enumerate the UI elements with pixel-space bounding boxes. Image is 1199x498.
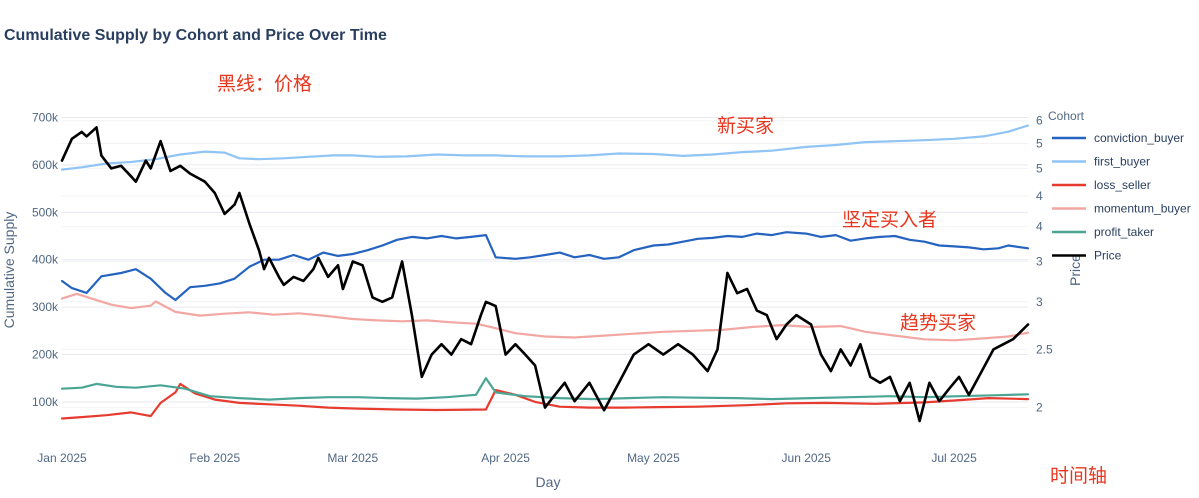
series-line-profit-taker	[60, 377, 1030, 401]
x-tick-label: Jan 2025	[37, 451, 87, 465]
x-axis-title: Day	[536, 474, 561, 490]
y2-tick-label: 4	[1036, 220, 1043, 234]
y-tick-label: 600k	[32, 158, 59, 172]
x-tick-label: Mar 2025	[327, 451, 378, 465]
y-axis-ticks: 100k 200k 300k 400k 500k 600k 700k	[32, 110, 59, 408]
y-tick-label: 200k	[32, 348, 59, 362]
chart-title: Cumulative Supply by Cohort and Price Ov…	[4, 27, 387, 44]
y2-tick-label: 2	[1036, 401, 1043, 415]
annotation-label: 时间轴	[1050, 465, 1107, 487]
y-tick-label: 400k	[32, 253, 59, 267]
legend-label: Price	[1094, 249, 1122, 263]
legend-label: conviction_buyer	[1094, 131, 1184, 145]
series-line-first-buyer	[60, 124, 1030, 171]
y2-tick-label: 4	[1036, 189, 1043, 203]
y2-axis-ticks: 2 2.5 3 3 4 4 5 5 6	[1036, 114, 1053, 415]
legend-label: profit_taker	[1094, 225, 1154, 239]
y2-tick-label: 5	[1036, 161, 1043, 175]
legend-label: first_buyer	[1094, 155, 1150, 169]
annotation-label: 新买家	[717, 115, 774, 137]
x-tick-label: Feb 2025	[189, 451, 240, 465]
series-lines	[60, 124, 1030, 423]
y2-tick-label: 5	[1036, 136, 1043, 150]
y-tick-label: 500k	[32, 205, 59, 219]
legend-label: loss_seller	[1094, 178, 1151, 192]
y2-tick-label: 3	[1036, 254, 1043, 268]
x-axis-ticks: Jan 2025 Feb 2025 Mar 2025 Apr 2025 May 2025…	[37, 451, 977, 465]
grid-lines	[62, 116, 1028, 409]
legend: Cohort conviction_buyer first_buyer loss_s…	[1048, 109, 1191, 263]
series-line-momentum-buyer	[60, 292, 1030, 342]
x-tick-label: Apr 2025	[481, 451, 530, 465]
x-tick-label: Jun 2025	[782, 451, 832, 465]
y2-axis-title: Price	[1067, 254, 1083, 286]
y-axis-title: Cumulative Supply	[1, 212, 17, 329]
annotation-label: 坚定买入者	[842, 209, 937, 231]
series-line-loss-seller	[60, 382, 1030, 420]
series-line-price	[60, 126, 1030, 423]
x-tick-label: Jul 2025	[931, 451, 977, 465]
annotation-label: 黑线：价格	[217, 73, 312, 95]
y2-tick-label: 2.5	[1036, 342, 1053, 356]
x-tick-label: May 2025	[627, 451, 680, 465]
y2-tick-label: 6	[1036, 114, 1043, 128]
y-tick-label: 700k	[32, 110, 59, 124]
y-tick-label: 300k	[32, 300, 59, 314]
legend-label: momentum_buyer	[1094, 202, 1191, 216]
y-tick-label: 100k	[32, 395, 59, 409]
y2-tick-label: 3	[1036, 295, 1043, 309]
series-line-conviction-buyer	[60, 231, 1030, 302]
annotation-label: 趋势买家	[900, 312, 976, 334]
legend-title: Cohort	[1048, 109, 1085, 123]
